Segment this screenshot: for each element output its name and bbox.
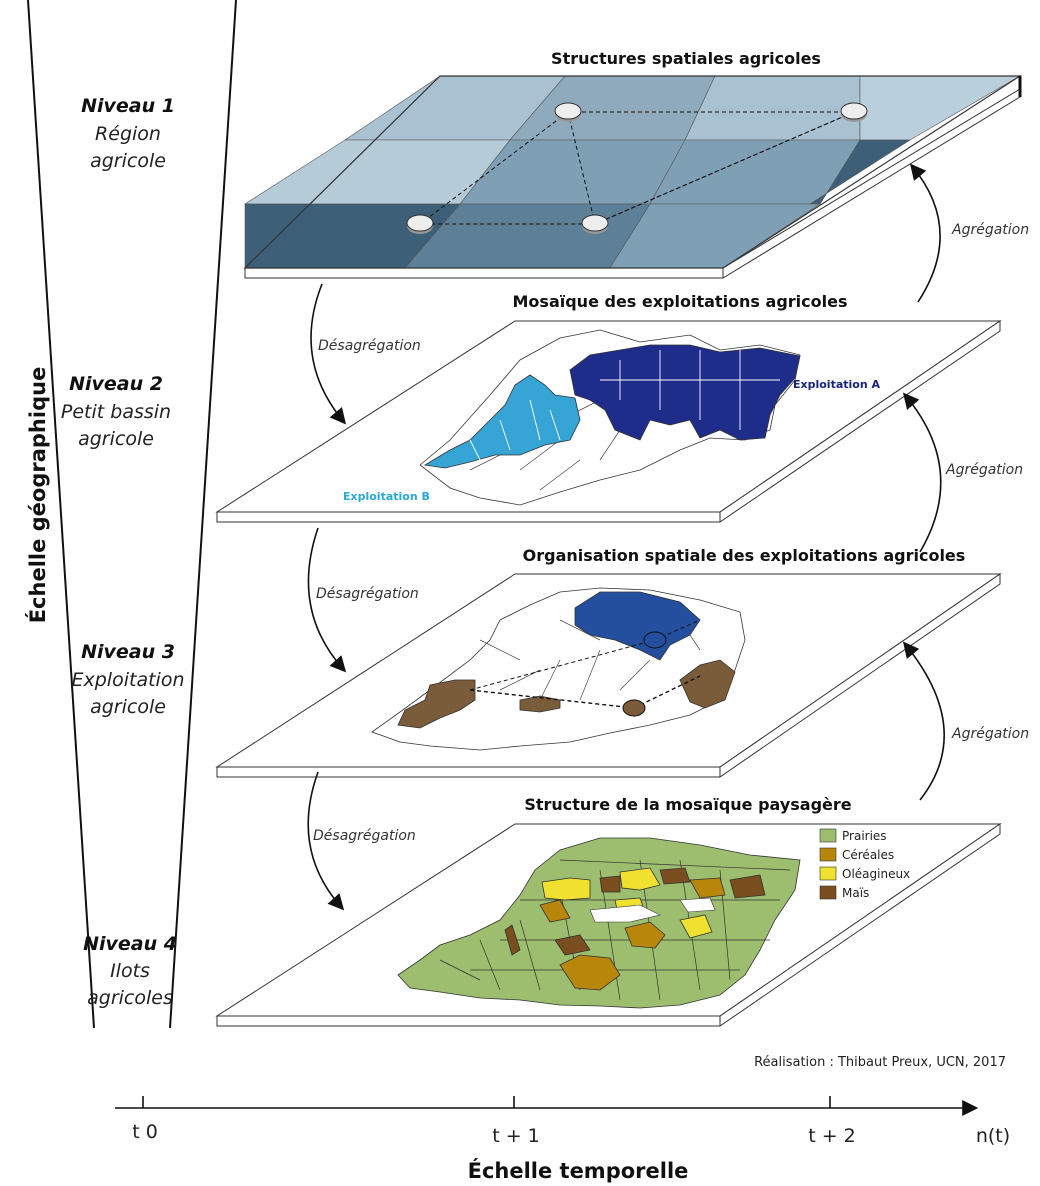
cereales-parcels — [539, 877, 726, 991]
exploitation-a-label: Exploitation A — [793, 378, 881, 391]
level-1-label: Niveau 1 — [81, 95, 175, 117]
legend-swatch-prairies — [819, 828, 837, 843]
legend-label-prairies: Prairies — [842, 829, 887, 843]
plate-level-4: Structure de la mosaïque paysagère Prair… — [215, 795, 1002, 1027]
level-3-label: Niveau 3 — [81, 641, 175, 663]
legend-label-cereales: Céréales — [842, 848, 894, 862]
legend-label-mais: Maïs — [842, 886, 869, 900]
plate-3-title: Organisation spatiale des exploitations … — [523, 546, 966, 565]
legend-swatch-cereales — [819, 847, 837, 862]
disaggregation-label-1: Désagrégation — [318, 338, 421, 354]
plate-level-3: Organisation spatiale des exploitations … — [215, 546, 1002, 778]
legend-swatch-oleagineux — [819, 866, 837, 881]
credit-text: Réalisation : Thibaut Preux, UCN, 2017 — [754, 1055, 1006, 1070]
scale-funnel — [27, 0, 237, 1029]
farm-brown-parcels — [397, 659, 736, 729]
tick-t1: t + 1 — [492, 1125, 540, 1147]
level-4-name-line1: Ilots — [110, 960, 150, 982]
disaggregation-arrows: Désagrégation Désagrégation Désagrégatio… — [307, 283, 421, 911]
level-4-name-line2: agricoles — [87, 987, 173, 1009]
horizontal-axis-title: Échelle temporelle — [468, 1158, 689, 1183]
tick-nt: n(t) — [976, 1125, 1010, 1147]
exploitation-b-label: Exploitation B — [343, 490, 430, 503]
plate-1-title: Structures spatiales agricoles — [551, 49, 821, 68]
plate-4-title: Structure de la mosaïque paysagère — [524, 795, 851, 814]
mais-parcels — [504, 867, 766, 956]
plate-level-2: Mosaïque des exploitations agricoles Exp… — [215, 292, 1002, 523]
level-labels: Niveau 1 Région agricole Niveau 2 Petit … — [61, 95, 185, 1009]
level-3-name-line1: Exploitation — [72, 669, 185, 691]
disaggregation-label-3: Désagrégation — [313, 828, 416, 844]
plate-level-1: Structures spatiales agricoles — [243, 49, 1023, 279]
level-2-name-line2: agricole — [78, 428, 154, 450]
exploitation-b-parcels — [423, 374, 581, 469]
aggregation-label-1: Agrégation — [951, 222, 1029, 238]
plate-2-title: Mosaïque des exploitations agricoles — [513, 292, 848, 311]
tick-t2: t + 2 — [808, 1125, 856, 1147]
level-2-label: Niveau 2 — [69, 373, 163, 395]
level-2-name-line1: Petit bassin — [61, 401, 171, 423]
vertical-axis-title: Échelle géographique — [25, 367, 50, 624]
aggregation-label-3: Agrégation — [951, 726, 1029, 742]
oleagineux-parcels — [541, 867, 713, 939]
legend-label-oleagineux: Oléagineux — [842, 867, 910, 881]
landuse-legend: Prairies Céréales Oléagineux Maïs — [819, 828, 910, 900]
level-4-label: Niveau 4 — [83, 933, 177, 955]
time-axis: t 0 t + 1 t + 2 n(t) Échelle temporelle — [115, 1096, 1010, 1183]
aggregation-label-2: Agrégation — [945, 462, 1023, 478]
aggregation-arrows: Agrégation Agrégation Agrégation — [902, 163, 1029, 801]
tick-t0: t 0 — [132, 1121, 158, 1143]
level-3-name-line2: agricole — [90, 696, 166, 718]
level-1-name-line2: agricole — [90, 150, 166, 172]
disaggregation-label-2: Désagrégation — [316, 586, 419, 602]
farm-blue-parcels — [574, 591, 701, 661]
legend-swatch-mais — [819, 885, 837, 900]
level-1-name-line1: Région — [95, 123, 161, 145]
exploitation-a-parcels — [569, 344, 801, 441]
